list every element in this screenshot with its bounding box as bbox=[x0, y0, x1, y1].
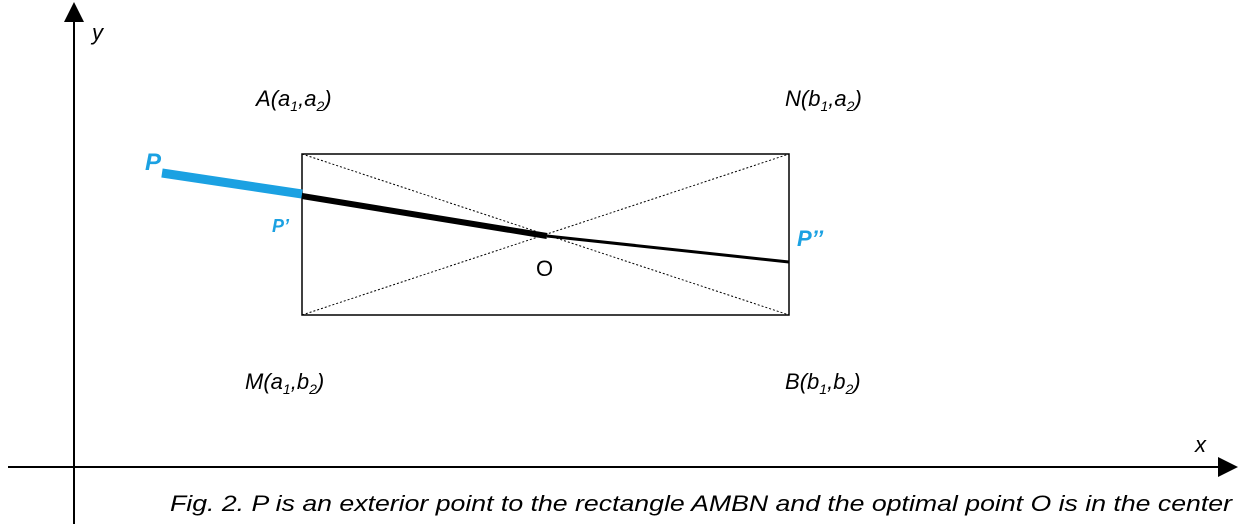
y-axis-label: y bbox=[90, 20, 105, 45]
vertex-n-label: N(b1,a2) bbox=[785, 86, 862, 114]
point-p-label: P bbox=[145, 149, 162, 176]
segment-o-to-p-double-prime bbox=[546, 234, 790, 264]
vertex-a-label: A(a1,a2) bbox=[254, 86, 332, 114]
rectangle-ambn bbox=[301, 153, 790, 316]
vertex-b-label: B(b1,b2) bbox=[785, 369, 861, 397]
vertex-m-label: M(a1,b2) bbox=[245, 369, 324, 397]
center-o-label: O bbox=[536, 256, 553, 281]
x-axis-label: x bbox=[1194, 432, 1207, 457]
point-p-double-prime-label: P’’ bbox=[797, 226, 824, 251]
segment-p-prime-to-o bbox=[301, 193, 548, 239]
segment-p-to-p-prime bbox=[161, 168, 303, 199]
figure-caption: Fig. 2. P is an exterior point to the re… bbox=[170, 491, 1234, 516]
point-p-prime-label: P’ bbox=[272, 216, 290, 236]
